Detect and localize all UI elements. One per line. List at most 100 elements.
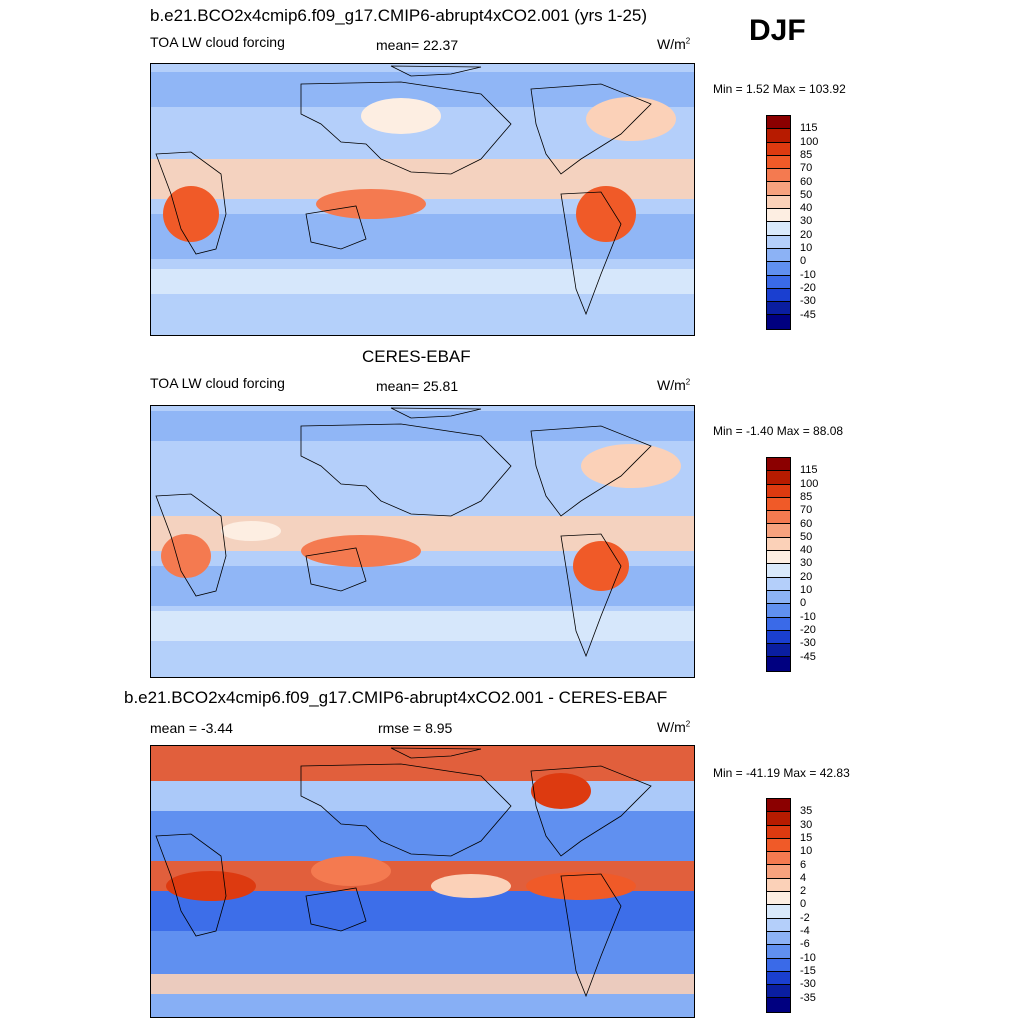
coastline [390,407,482,419]
panel-1-title: b.e21.BCO2x4cmip6.f09_g17.CMIP6-abrupt4x… [150,6,648,25]
panel-1-mean-label: mean= 22.37 [376,37,459,53]
colorbar-segment [767,524,790,538]
field-blob [316,189,426,219]
coastline [155,151,227,255]
field-blob [161,534,211,578]
colorbar-segment [767,288,790,303]
colorbar-segment [767,852,790,866]
colorbar-tick-label: 4 [800,871,807,884]
panel-1-units-label: W/m2 [657,36,690,52]
colorbar-segment [767,195,790,210]
panel-1-colorbar [766,115,791,330]
field-band [151,646,694,677]
panel-2-minmax: Min = -1.40 Max = 88.08 [713,424,844,438]
field-band [151,994,694,1017]
colorbar-tick-label: 50 [800,530,813,543]
colorbar-segment [767,644,790,658]
coastline [300,423,512,517]
colorbar-tick-label: 60 [800,517,813,530]
coastline [300,763,512,857]
colorbar-tick-label: -30 [800,637,816,650]
field-blob [431,874,511,898]
panel-2-units-sup: 2 [685,377,691,387]
field-blob [586,97,676,141]
coastline [530,83,652,175]
colorbar-tick-label: -20 [800,281,816,294]
colorbar-tick-label: 0 [800,255,807,268]
panel-3-colorbar [766,798,791,1013]
colorbar-tick-label: 20 [800,228,813,241]
colorbar-tick-label: 30 [800,215,813,228]
colorbar-segment [767,617,790,631]
colorbar-segment [767,564,790,578]
colorbar-segment [767,812,790,826]
colorbar-segment [767,590,790,605]
colorbar-segment [767,275,790,289]
map-field [151,406,694,677]
colorbar-segment [767,248,790,263]
colorbar-segment [767,799,790,813]
colorbar-segment [767,604,790,618]
colorbar-segment [767,222,790,236]
coastline [305,205,367,250]
colorbar-tick-label: 70 [800,162,813,175]
coastline [300,81,512,175]
colorbar-tick-label: 0 [800,898,807,911]
colorbar-tick-label: 20 [800,570,813,583]
colorbar-segment [767,878,790,893]
colorbar-tick-label: 115 [800,122,818,135]
field-blob [531,773,591,809]
colorbar-tick-label: 100 [800,477,819,490]
field-blob [576,186,636,242]
colorbar-tick-label: -2 [800,911,810,924]
colorbar-segment [767,471,790,485]
colorbar-tick-label: 10 [800,584,813,596]
colorbar-segment [767,865,790,879]
colorbar-tick-label: -6 [800,938,810,951]
field-band [151,746,694,781]
coastline [305,887,367,932]
colorbar-segment [767,551,790,565]
coastline [560,873,622,998]
season-label: DJF [749,14,806,47]
coastline [560,191,622,316]
coastline [390,65,482,77]
coastline [390,747,482,759]
panel-2-map [150,405,695,678]
colorbar-tick-label: 10 [800,845,813,858]
colorbar-tick-label: 70 [800,504,813,517]
colorbar-segment [767,838,790,853]
coastline [530,425,652,517]
colorbar-tick-label: 6 [800,858,807,871]
coastline [530,765,652,857]
panel-2-mean-label: mean= 25.81 [376,378,459,394]
colorbar-segment [767,262,790,276]
colorbar-segment [767,971,790,986]
panel-1-units-sup: 2 [685,36,691,46]
coastline [305,547,367,592]
colorbar-segment [767,497,790,512]
panel-3-units-label: W/m2 [657,719,690,735]
coastline [155,833,227,937]
field-blob [311,856,391,886]
panel-2-units-text: W/m [657,377,686,393]
panel-3-units-sup: 2 [685,719,691,729]
colorbar-tick-label: 10 [800,242,813,254]
field-band [151,299,694,335]
panel-1-minmax: Min = 1.52 Max = 103.92 [713,82,846,96]
field-blob [221,521,281,541]
map-field [151,746,694,1017]
colorbar-tick-label: -10 [800,951,816,964]
colorbar-segment [767,537,790,552]
colorbar-segment [767,998,790,1012]
colorbar-segment [767,116,790,130]
coastline [155,493,227,597]
field-blob [526,872,636,900]
colorbar-tick-label: -20 [800,623,816,636]
field-blob [573,541,629,591]
colorbar-segment [767,169,790,183]
colorbar-segment [767,511,790,525]
panel-1-map [150,63,695,336]
colorbar-segment [767,142,790,156]
field-band [151,611,694,641]
